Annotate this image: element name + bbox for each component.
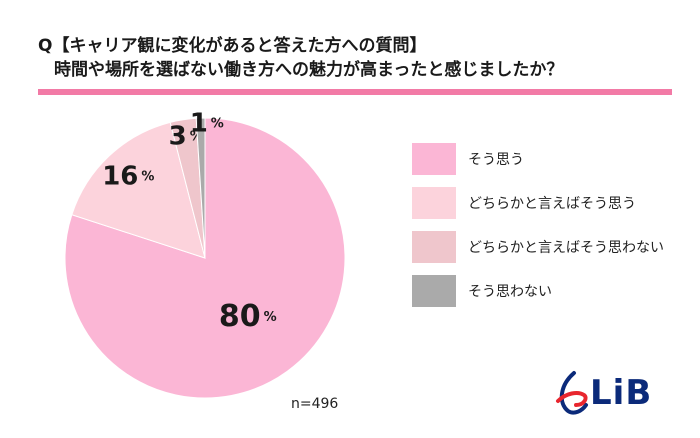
legend-item: どちらかと言えばそう思う: [412, 187, 664, 219]
logo-mark-icon: [556, 371, 588, 415]
title-line-1: Q【キャリア観に変化があると答えた方への質問】: [38, 36, 427, 56]
logo-text: LiB: [590, 373, 653, 413]
slice-value-label: 80%: [219, 298, 277, 333]
pie-slice: [195, 117, 206, 259]
legend: そう思う どちらかと言えばそう思う どちらかと言えばそう思わない そう思わない: [412, 143, 664, 319]
sample-size-note: n=496: [291, 396, 339, 412]
slice-value-label: 1%: [190, 108, 224, 138]
lib-logo: LiB: [552, 367, 682, 419]
chart-title: Q【キャリア観に変化があると答えた方への質問】 時間や場所を選ばない働き方への魅…: [38, 34, 678, 82]
legend-item: どちらかと言えばそう思わない: [412, 231, 664, 263]
legend-label: どちらかと言えばそう思う: [468, 196, 636, 212]
legend-item: そう思う: [412, 143, 664, 175]
legend-swatch: [412, 231, 456, 263]
legend-swatch: [412, 187, 456, 219]
title-divider: [38, 89, 672, 95]
legend-swatch: [412, 143, 456, 175]
legend-label: どちらかと言えばそう思わない: [468, 240, 664, 256]
legend-item: そう思わない: [412, 275, 664, 307]
slice-value-label: 16%: [102, 161, 154, 191]
title-line-2: 時間や場所を選ばない働き方への魅力が高まったと感じましたか？: [54, 60, 564, 80]
legend-swatch: [412, 275, 456, 307]
legend-label: そう思う: [468, 152, 524, 168]
pie-slice: [71, 121, 206, 259]
legend-label: そう思わない: [468, 284, 552, 300]
